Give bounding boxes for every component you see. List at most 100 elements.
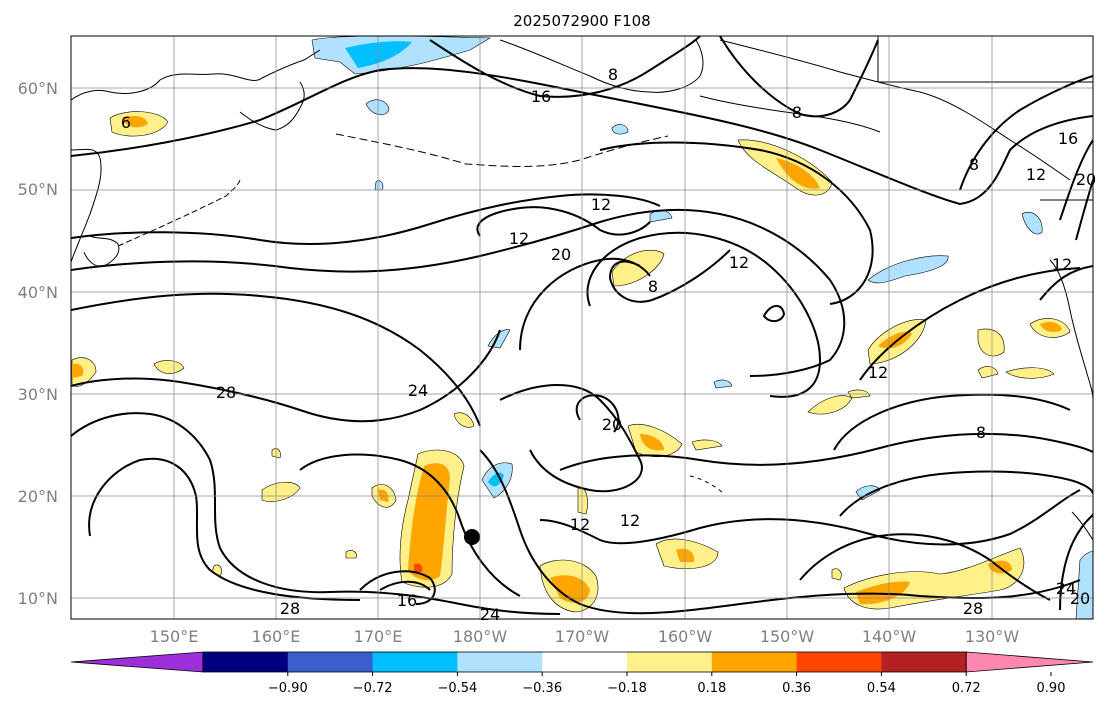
negative-area	[867, 255, 949, 284]
positive-area	[453, 412, 475, 428]
contour-line	[559, 432, 1093, 471]
hawaii-islands	[689, 475, 723, 493]
negative-area	[649, 210, 673, 223]
contour-line	[429, 36, 701, 98]
lat-label: 50°N	[18, 180, 58, 199]
contour-line	[719, 36, 879, 118]
contour-line	[539, 489, 1081, 546]
contour-label: 20	[602, 415, 622, 434]
contour-line	[839, 470, 1093, 517]
contour-label: 20	[551, 245, 571, 264]
contour-line	[379, 580, 431, 591]
colorbar-segment	[542, 652, 628, 672]
contour-label: 16	[1058, 129, 1078, 148]
contour-label: 28	[216, 383, 236, 402]
lat-label: 30°N	[18, 385, 58, 404]
border	[877, 36, 1093, 83]
colorbar-tick-label: −0.72	[353, 681, 393, 696]
positive-core	[72, 363, 84, 378]
colorbar-tick-label: 0.72	[952, 681, 981, 696]
lon-label: 140°W	[862, 627, 917, 646]
negative-core	[488, 472, 504, 487]
colorbar-segment	[372, 652, 458, 672]
contour-label: 12	[620, 511, 640, 530]
coastline	[1049, 259, 1093, 401]
contour-line	[71, 329, 501, 423]
negative-area	[1075, 550, 1093, 619]
colorbar-segment	[203, 652, 289, 672]
contour-line	[299, 453, 521, 597]
contour-label: 12	[729, 253, 749, 272]
positive-area	[691, 439, 723, 451]
colorbar-tick-label: −0.54	[437, 681, 477, 696]
contour-label: 24	[408, 381, 428, 400]
lon-label: 150°W	[760, 627, 815, 646]
colorbar-segment	[287, 652, 374, 672]
contour-label: 6	[121, 113, 131, 132]
storm-center-marker	[464, 529, 480, 545]
contour-label: 20	[1076, 170, 1096, 189]
contour-line	[575, 394, 620, 433]
contour-label: 16	[397, 591, 417, 610]
contour-line	[833, 393, 1071, 451]
island-chain	[335, 133, 669, 167]
lat-label: 10°N	[18, 589, 58, 608]
contour-label: 8	[648, 277, 658, 296]
contour-label: 12	[570, 515, 590, 534]
colorbar-tick-label: 0.36	[782, 681, 811, 696]
colorbar-tick-label: 0.18	[697, 681, 726, 696]
contour-label: 12	[868, 363, 888, 382]
colorbar-extension-high	[965, 651, 1094, 673]
contour-line	[599, 141, 874, 305]
lon-label: 170°E	[354, 627, 403, 646]
positive-core	[408, 463, 450, 581]
contour-line	[71, 412, 561, 615]
colorbar-segment	[627, 652, 713, 672]
contour-line	[476, 206, 651, 237]
contour-line	[1075, 179, 1093, 241]
lat-label: 60°N	[18, 79, 58, 98]
colorbar-segment	[881, 652, 967, 672]
positive-area	[345, 550, 357, 559]
longitude-labels: 150°E 160°E 170°E 180°W 170°W 160°W 150°…	[150, 627, 1020, 646]
contour-label: 28	[280, 599, 300, 618]
colorbar-segment	[711, 652, 798, 672]
positive-area	[1005, 367, 1055, 379]
colorbar-segment	[457, 652, 543, 672]
positive-area	[977, 328, 1005, 357]
colorbar-segment	[796, 652, 882, 672]
contour-label: 16	[531, 87, 551, 106]
coastline	[239, 81, 305, 131]
colorbar-tick-label: 0.54	[867, 681, 896, 696]
contour-line	[608, 249, 731, 303]
graticule	[71, 36, 1093, 619]
contour-line	[586, 231, 822, 398]
colorbar-tick-label: 0.90	[1037, 681, 1066, 696]
contour-label: 12	[591, 195, 611, 214]
contour-line	[859, 267, 1081, 381]
coastline	[83, 235, 120, 267]
coastline	[499, 39, 704, 93]
negative-area	[713, 379, 733, 389]
colorbar-extension-low	[70, 651, 204, 673]
coastline	[71, 49, 321, 101]
colorbar-tick-label: −0.18	[607, 681, 647, 696]
contour-line	[762, 305, 786, 322]
lon-label: 170°W	[555, 627, 610, 646]
lon-label: 180°W	[453, 627, 508, 646]
lon-label: 130°W	[965, 627, 1020, 646]
positive-core	[1040, 322, 1062, 332]
contour-label: 20	[1070, 589, 1090, 608]
chart-title: 2025072900 F108	[513, 12, 650, 30]
contour-line	[799, 533, 1051, 601]
contour-label: 24	[1056, 579, 1076, 598]
contour-label: 24	[480, 605, 500, 624]
lon-label: 160°E	[252, 627, 301, 646]
contour-label: 28	[963, 599, 983, 618]
contour-label: 8	[792, 103, 802, 122]
contour-label: 12	[509, 229, 529, 248]
contour-line	[1059, 139, 1093, 221]
positive-area	[831, 568, 842, 581]
negative-area	[374, 180, 384, 191]
